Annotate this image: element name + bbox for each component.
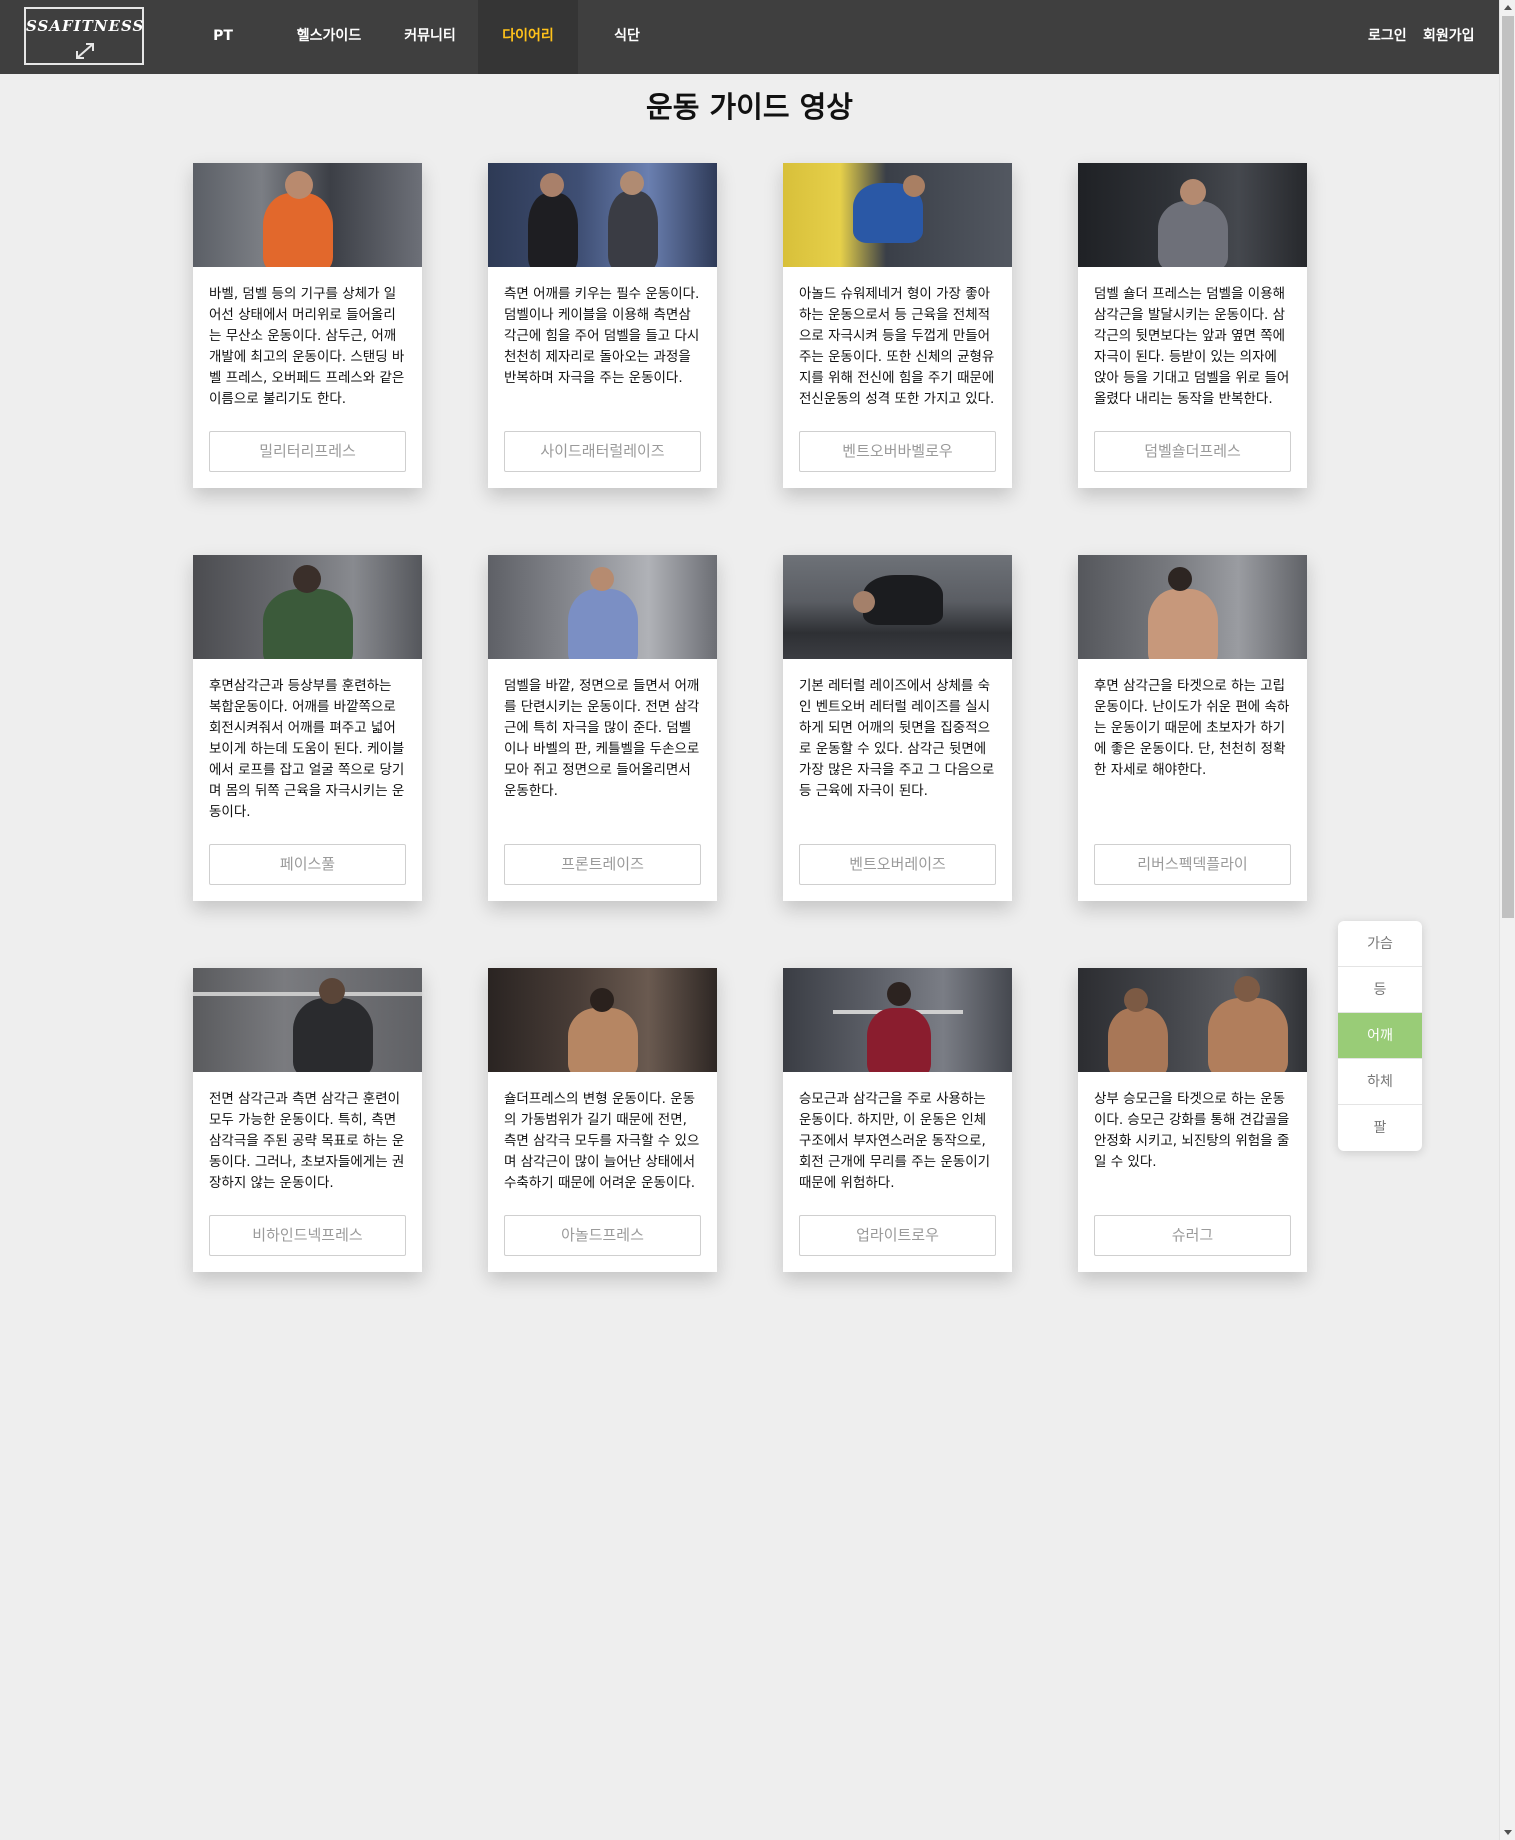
exercise-description: 덤벨 숄더 프레스는 덤벨을 이용해 삼각근을 발달시키는 운동이다. 삼각근의… [1094,286,1290,407]
exercise-description: 바벨, 덤벨 등의 기구를 상체가 일어선 상태에서 머리위로 들어올리는 무산… [209,286,405,407]
exercise-name-button[interactable]: 페이스풀 [209,844,406,885]
exercise-card: 덤벨을 바깥, 정면으로 들면서 어깨를 단련시키는 운동이다. 전면 삼각근에… [488,555,717,901]
video-thumbnail[interactable] [488,163,717,267]
vertical-scrollbar[interactable] [1499,0,1515,1840]
video-thumbnail[interactable] [783,555,1012,659]
video-thumbnail[interactable] [488,968,717,1072]
exercise-card: 기본 레터럴 레이즈에서 상체를 숙인 벤트오버 레터럴 레이즈를 실시하게 되… [783,555,1012,901]
nav-diet[interactable]: 식단 [614,28,640,44]
video-thumbnail[interactable] [193,968,422,1072]
exercise-description: 상부 승모근을 타겟으로 하는 운동이다. 승모근 강화를 통해 견갑골을 안정… [1094,1091,1290,1170]
menu-item-chest[interactable]: 가슴 [1338,921,1422,967]
login-link[interactable]: 로그인 [1368,28,1407,44]
exercise-description: 전면 삼각근과 측면 삼각근 훈련이 모두 가능한 운동이다. 특히, 측면 삼… [209,1091,405,1191]
exercise-name-button[interactable]: 덤벨숄더프레스 [1094,431,1291,472]
exercise-name-button[interactable]: 밀리터리프레스 [209,431,406,472]
site-logo[interactable]: SSAFITNESS [24,7,144,65]
exercise-name-button[interactable]: 벤트오버레이즈 [799,844,996,885]
nav-community[interactable]: 커뮤니티 [404,28,456,44]
exercise-name-button[interactable]: 사이드래터럴레이즈 [504,431,701,472]
page-title: 운동 가이드 영상 [646,90,853,124]
video-thumbnail[interactable] [193,555,422,659]
exercise-card: 측면 어깨를 키우는 필수 운동이다. 덤벨이나 케이블을 이용해 측면삼각근에… [488,163,717,488]
exercise-card: 후면 삼각근을 타겟으로 하는 고립운동이다. 난이도가 쉬운 편에 속하는 운… [1078,555,1307,901]
exercise-name-button[interactable]: 비하인드넥프레스 [209,1215,406,1256]
exercise-card: 숄더프레스의 변형 운동이다. 운동의 가동범위가 길기 때문에 전면, 측면 … [488,968,717,1272]
menu-item-arm[interactable]: 팔 [1373,1120,1387,1136]
exercise-name-button[interactable]: 슈러그 [1094,1215,1291,1256]
top-navbar: SSAFITNESS PT 헬스가이드 커뮤니티 다이어리 식단 로그인 회원가… [0,0,1499,74]
scrollbar-thumb[interactable] [1502,16,1514,918]
exercise-description: 숄더프레스의 변형 운동이다. 운동의 가동범위가 길기 때문에 전면, 측면 … [504,1091,700,1191]
menu-item-lower-body[interactable]: 하체 [1338,1059,1422,1105]
exercise-card: 후면삼각근과 등상부를 훈련하는 복합운동이다. 어깨를 바깥쪽으로 회전시켜줘… [193,555,422,901]
logo-text: SSAFITNESS [26,17,145,35]
exercise-card: 승모근과 삼각근을 주로 사용하는 운동이다. 하지만, 이 운동은 인체 구조… [783,968,1012,1272]
nav-health-guide[interactable]: 헬스가이드 [296,28,362,44]
exercise-description: 기본 레터럴 레이즈에서 상체를 숙인 벤트오버 레터럴 레이즈를 실시하게 되… [799,678,995,799]
exercise-description: 측면 어깨를 키우는 필수 운동이다. 덤벨이나 케이블을 이용해 측면삼각근에… [504,286,700,386]
exercise-description: 덤벨을 바깥, 정면으로 들면서 어깨를 단련시키는 운동이다. 전면 삼각근에… [504,678,700,799]
exercise-card: 덤벨 숄더 프레스는 덤벨을 이용해 삼각근을 발달시키는 운동이다. 삼각근의… [1078,163,1307,488]
video-thumbnail[interactable] [193,163,422,267]
exercise-description: 아놀드 슈워제네거 형이 가장 좋아하는 운동으로서 등 근육을 전체적으로 자… [799,286,995,407]
scroll-up-icon[interactable] [1504,5,1512,10]
exercise-description: 후면삼각근과 등상부를 훈련하는 복합운동이다. 어깨를 바깥쪽으로 회전시켜줘… [209,678,405,820]
dumbbell-arrow-icon [76,43,94,59]
exercise-name-button[interactable]: 아놀드프레스 [504,1215,701,1256]
exercise-description: 승모근과 삼각근을 주로 사용하는 운동이다. 하지만, 이 운동은 인체 구조… [799,1091,991,1191]
exercise-name-button[interactable]: 업라이트로우 [799,1215,996,1256]
exercise-name-button[interactable]: 프론트레이즈 [504,844,701,885]
nav-diary[interactable]: 다이어리 [478,0,578,74]
video-thumbnail[interactable] [783,163,1012,267]
exercise-name-button[interactable]: 벤트오버바벨로우 [799,431,996,472]
signup-link[interactable]: 회원가입 [1423,28,1475,44]
exercise-card: 아놀드 슈워제네거 형이 가장 좋아하는 운동으로서 등 근육을 전체적으로 자… [783,163,1012,488]
scroll-down-icon[interactable] [1504,1830,1512,1835]
exercise-card: 상부 승모근을 타겟으로 하는 운동이다. 승모근 강화를 통해 견갑골을 안정… [1078,968,1307,1272]
exercise-card: 바벨, 덤벨 등의 기구를 상체가 일어선 상태에서 머리위로 들어올리는 무산… [193,163,422,488]
video-thumbnail[interactable] [488,555,717,659]
video-thumbnail[interactable] [1078,163,1307,267]
menu-item-back[interactable]: 등 [1338,967,1422,1013]
exercise-description: 후면 삼각근을 타겟으로 하는 고립운동이다. 난이도가 쉬운 편에 속하는 운… [1094,678,1290,778]
video-thumbnail[interactable] [1078,555,1307,659]
menu-item-shoulder[interactable]: 어깨 [1338,1013,1422,1059]
body-part-menu: 가슴 등 어깨 하체 팔 [1338,921,1422,1151]
video-thumbnail[interactable] [783,968,1012,1072]
exercise-name-button[interactable]: 리버스펙덱플라이 [1094,844,1291,885]
video-thumbnail[interactable] [1078,968,1307,1072]
nav-pt[interactable]: PT [213,28,233,44]
exercise-card: 전면 삼각근과 측면 삼각근 훈련이 모두 가능한 운동이다. 특히, 측면 삼… [193,968,422,1272]
